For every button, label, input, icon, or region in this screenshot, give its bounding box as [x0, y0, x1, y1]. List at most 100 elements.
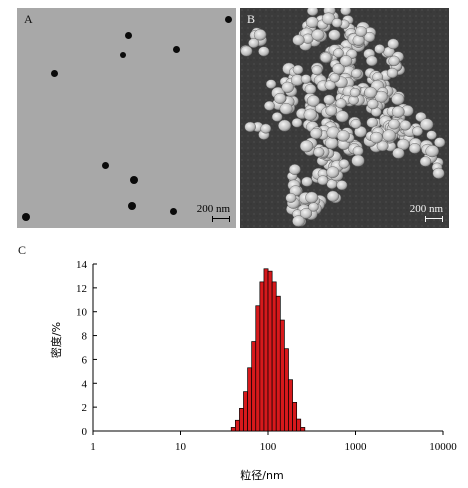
- y-tick-label: 14: [76, 259, 88, 271]
- sem-particle: [301, 176, 313, 187]
- sem-particle: [323, 94, 335, 105]
- histogram-bar: [275, 295, 281, 432]
- sem-particle: [351, 154, 365, 167]
- nanoparticle: [128, 202, 136, 210]
- sem-particle: [288, 164, 301, 175]
- scale-label-a: 200 nm: [196, 203, 230, 215]
- nanoparticle: [22, 213, 30, 221]
- sem-particle: [355, 26, 368, 37]
- histogram-bar: [300, 427, 306, 432]
- sem-particle-aggregate: [240, 8, 449, 228]
- sem-particle: [303, 108, 318, 121]
- nanoparticle: [173, 46, 180, 53]
- scale-label-b: 200 nm: [409, 203, 443, 215]
- nanoparticle: [120, 52, 126, 58]
- histogram-bar: [230, 427, 236, 432]
- sem-particle: [265, 79, 277, 89]
- y-tick-label: 2: [82, 402, 88, 414]
- sem-particle: [391, 93, 405, 106]
- y-tick-label: 4: [82, 378, 88, 390]
- histogram-bar: [251, 341, 257, 432]
- sem-particle: [331, 18, 343, 28]
- chart-ticks: 0 2 4 6 8 10 12 14 1 10 100 1000 10000: [76, 259, 457, 453]
- sem-particle: [273, 92, 287, 104]
- sem-particle: [299, 140, 314, 153]
- y-tick-label: 10: [76, 307, 88, 319]
- y-tick-label: 12: [76, 283, 87, 295]
- x-tick-label: 1: [90, 441, 96, 453]
- sem-particle: [392, 147, 405, 159]
- sem-particle: [336, 130, 350, 142]
- sem-particle: [332, 63, 345, 75]
- tem-image-panel: A 200 nm: [17, 8, 236, 228]
- sem-particle: [333, 48, 344, 58]
- histogram-bar: [234, 419, 240, 432]
- nanoparticle: [225, 16, 232, 23]
- sem-particle: [335, 110, 349, 123]
- nanoparticle: [130, 176, 138, 184]
- scale-bar-b: 200 nm: [410, 203, 443, 222]
- nanoparticle: [51, 70, 58, 77]
- sem-particle: [388, 118, 401, 130]
- sem-particle: [260, 123, 272, 134]
- sem-image-panel: B 200 nm: [240, 8, 449, 228]
- sem-particle: [350, 119, 362, 129]
- sem-particle: [388, 55, 400, 67]
- sem-particle: [292, 34, 305, 46]
- sem-particle: [349, 87, 361, 98]
- sem-particle: [387, 38, 399, 50]
- sem-particle: [329, 73, 340, 83]
- sem-particle: [253, 29, 267, 41]
- sem-particle: [300, 74, 312, 84]
- histogram-bar: [288, 379, 293, 432]
- x-tick-label: 100: [260, 441, 277, 453]
- chart-bars: [230, 268, 306, 432]
- sem-particle: [426, 130, 437, 140]
- x-tick-label: 1000: [345, 441, 368, 453]
- panel-label-a: A: [24, 12, 33, 26]
- sem-particle: [311, 29, 325, 41]
- sem-particle: [271, 112, 283, 122]
- histogram-bar: [259, 281, 265, 432]
- y-axis-label: 密度/%: [49, 322, 63, 358]
- sem-particle: [326, 166, 340, 178]
- sem-particle: [369, 131, 383, 144]
- sem-particle: [258, 46, 270, 57]
- sem-particle: [425, 145, 439, 158]
- sem-particle: [309, 127, 323, 140]
- sem-particle: [305, 191, 319, 204]
- x-tick-label: 10: [175, 441, 187, 453]
- histogram-bar: [271, 281, 277, 432]
- sem-particle: [311, 65, 323, 76]
- sem-particle: [363, 31, 376, 43]
- y-tick-label: 6: [82, 354, 88, 366]
- nanoparticle: [102, 162, 109, 169]
- sem-particle: [313, 147, 325, 158]
- scale-bar-line-b: [425, 216, 443, 222]
- sem-particle: [339, 55, 353, 67]
- sem-particle: [317, 175, 329, 186]
- histogram-bar: [284, 348, 289, 432]
- sem-particle: [292, 215, 305, 227]
- histogram-bar: [296, 418, 302, 432]
- nanoparticle: [125, 32, 132, 39]
- sem-particle: [412, 126, 423, 137]
- panel-label-b: B: [247, 12, 256, 26]
- y-tick-label: 0: [82, 426, 88, 438]
- sem-particle: [374, 44, 385, 54]
- sem-particle: [291, 118, 303, 128]
- sem-particle: [244, 121, 256, 133]
- histogram-bar: [243, 391, 248, 432]
- sem-particle: [391, 106, 405, 118]
- sem-particle: [335, 98, 347, 109]
- sem-particle: [376, 140, 389, 152]
- histogram-bar: [279, 319, 285, 432]
- y-tick-label: 8: [82, 331, 88, 343]
- sem-particle: [326, 190, 340, 202]
- sem-particle: [338, 158, 350, 169]
- sem-particle: [419, 118, 434, 131]
- sem-particle: [434, 137, 446, 148]
- sem-particle: [279, 103, 293, 115]
- sem-particle: [432, 167, 445, 179]
- histogram-bar: [247, 367, 253, 432]
